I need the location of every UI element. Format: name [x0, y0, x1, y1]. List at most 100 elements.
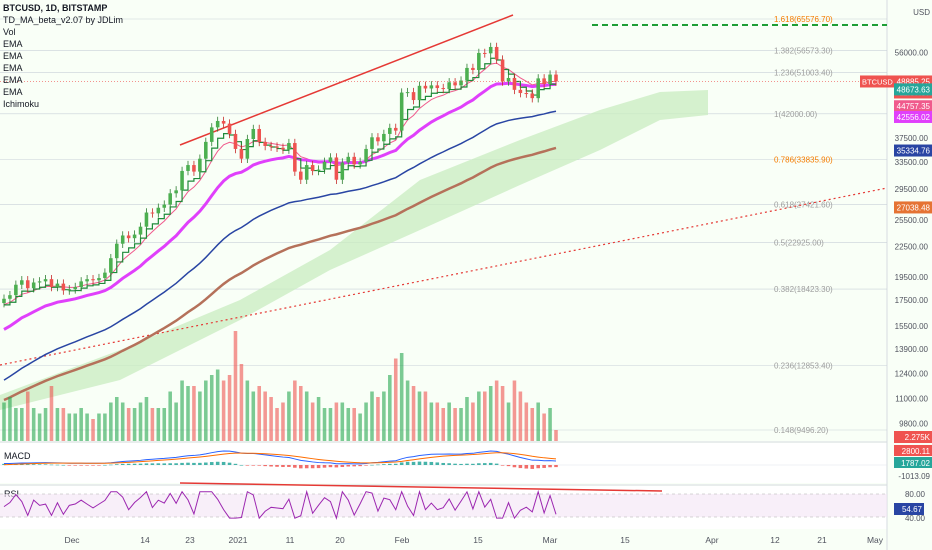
fib-level-label: 1.382(56573.30): [774, 46, 833, 55]
candle-body: [192, 165, 196, 172]
candle-body: [168, 193, 172, 205]
legend-indicator[interactable]: TD_MA_beta_v2.07 by JDLim: [3, 15, 124, 25]
legend-symbol[interactable]: BTCUSD, 1D, BITSTAMP: [3, 3, 108, 13]
legend-indicator[interactable]: EMA: [3, 75, 23, 85]
macd-histogram-bar: [340, 465, 345, 468]
volume-bar: [114, 397, 119, 441]
candle-body: [215, 120, 220, 128]
ema-value-label: 44757.35: [897, 102, 931, 111]
macd-histogram-bar: [61, 464, 66, 466]
x-axis-label: May: [867, 535, 884, 545]
macd-histogram-bar: [156, 463, 161, 465]
legend-indicator[interactable]: Ichimoku: [3, 99, 40, 109]
candle-body: [251, 128, 256, 140]
volume-bar: [328, 408, 333, 441]
y-axis-label: 9800.00: [899, 419, 928, 428]
volume-bar: [257, 386, 262, 441]
volume-bar: [388, 375, 392, 441]
candle-body: [269, 145, 273, 147]
macd-histogram-bar: [25, 464, 30, 465]
macd-histogram-bar: [43, 464, 48, 466]
candle-body: [204, 141, 208, 159]
candle-body: [79, 281, 83, 288]
macd-histogram-bar: [239, 464, 244, 466]
candle-body: [429, 85, 434, 89]
volume-bar: [346, 408, 351, 441]
candle-body: [405, 92, 410, 94]
x-axis-label: 2021: [229, 535, 248, 545]
candle-body: [162, 204, 167, 208]
symbol-tag: [860, 75, 894, 88]
candle-body: [352, 156, 356, 165]
macd-histogram-bar: [477, 463, 481, 465]
rsi-level-label: 80.00: [905, 490, 926, 499]
y-axis-label: 11000.00: [895, 395, 928, 404]
volume-bar: [109, 402, 113, 441]
macd-histogram-bar: [411, 461, 416, 465]
macd-histogram-bar: [162, 463, 167, 465]
symbol-tag-label: BTCUSD: [862, 77, 893, 86]
macd-histogram-bar: [447, 463, 451, 465]
x-axis-label: 14: [140, 535, 150, 545]
volume-bar: [120, 402, 125, 441]
candle-body: [512, 77, 517, 90]
price-pane: [0, 0, 887, 441]
y-axis-label: 25500.00: [895, 216, 929, 225]
macd-histogram-bar: [471, 463, 475, 465]
macd-histogram-bar: [399, 462, 404, 465]
legend-indicator[interactable]: EMA: [3, 51, 23, 61]
legend-indicator[interactable]: EMA: [3, 63, 23, 73]
macd-histogram-bar: [293, 465, 297, 468]
volume-bar: [477, 391, 481, 441]
macd-histogram-bar: [281, 465, 285, 468]
candle-body: [263, 141, 267, 146]
macd-value-label: 2800.11: [902, 447, 931, 456]
y-axis-label: 17500.00: [895, 296, 929, 305]
candle-body: [91, 279, 95, 281]
candle-body: [233, 133, 238, 149]
macd-histogram-bar: [310, 465, 315, 469]
volume-bar: [316, 397, 321, 441]
volume-bar: [453, 408, 457, 441]
ema-line-pink: [3, 81, 557, 331]
volume-bar: [251, 391, 256, 441]
macd-histogram-bar: [221, 461, 226, 465]
volume-bar: [14, 408, 18, 441]
volume-bar: [150, 408, 155, 441]
macd-histogram-bar: [429, 461, 434, 465]
y-axis-label: 19500.00: [895, 273, 929, 282]
candle-body: [376, 137, 380, 142]
candle-body: [20, 280, 24, 285]
macd-histogram-bar: [388, 463, 392, 465]
volume-bar: [382, 391, 386, 441]
candle-body: [257, 128, 262, 142]
macd-histogram-bar: [328, 465, 333, 468]
candle-body: [441, 88, 446, 90]
volume-bar: [263, 391, 267, 441]
volume-bar: [370, 391, 374, 441]
y-axis-label: 33500.00: [895, 158, 929, 167]
candle-body: [370, 137, 374, 149]
candle-body: [364, 148, 368, 162]
candle-body: [132, 234, 137, 239]
candle-body: [61, 283, 66, 291]
macd-histogram-bar: [192, 462, 196, 465]
macd-histogram-bar: [506, 465, 511, 467]
candle-body: [328, 157, 333, 162]
macd-histogram-bar: [168, 463, 172, 465]
candle-body: [459, 80, 463, 86]
x-axis-label: 11: [286, 535, 295, 545]
candle-body: [114, 243, 119, 259]
macd-histogram-bar: [364, 465, 368, 466]
candle-body: [103, 272, 107, 279]
volume-bar: [215, 369, 220, 441]
volume-bar: [524, 402, 529, 441]
legend-indicator[interactable]: EMA: [3, 39, 23, 49]
legend-indicator[interactable]: Vol: [3, 27, 16, 37]
volume-bar: [85, 413, 89, 441]
macd-histogram-bar: [542, 465, 546, 468]
rsi-level-label: 40.00: [905, 514, 926, 523]
legend-indicator[interactable]: EMA: [3, 87, 23, 97]
candle-body: [37, 281, 42, 283]
